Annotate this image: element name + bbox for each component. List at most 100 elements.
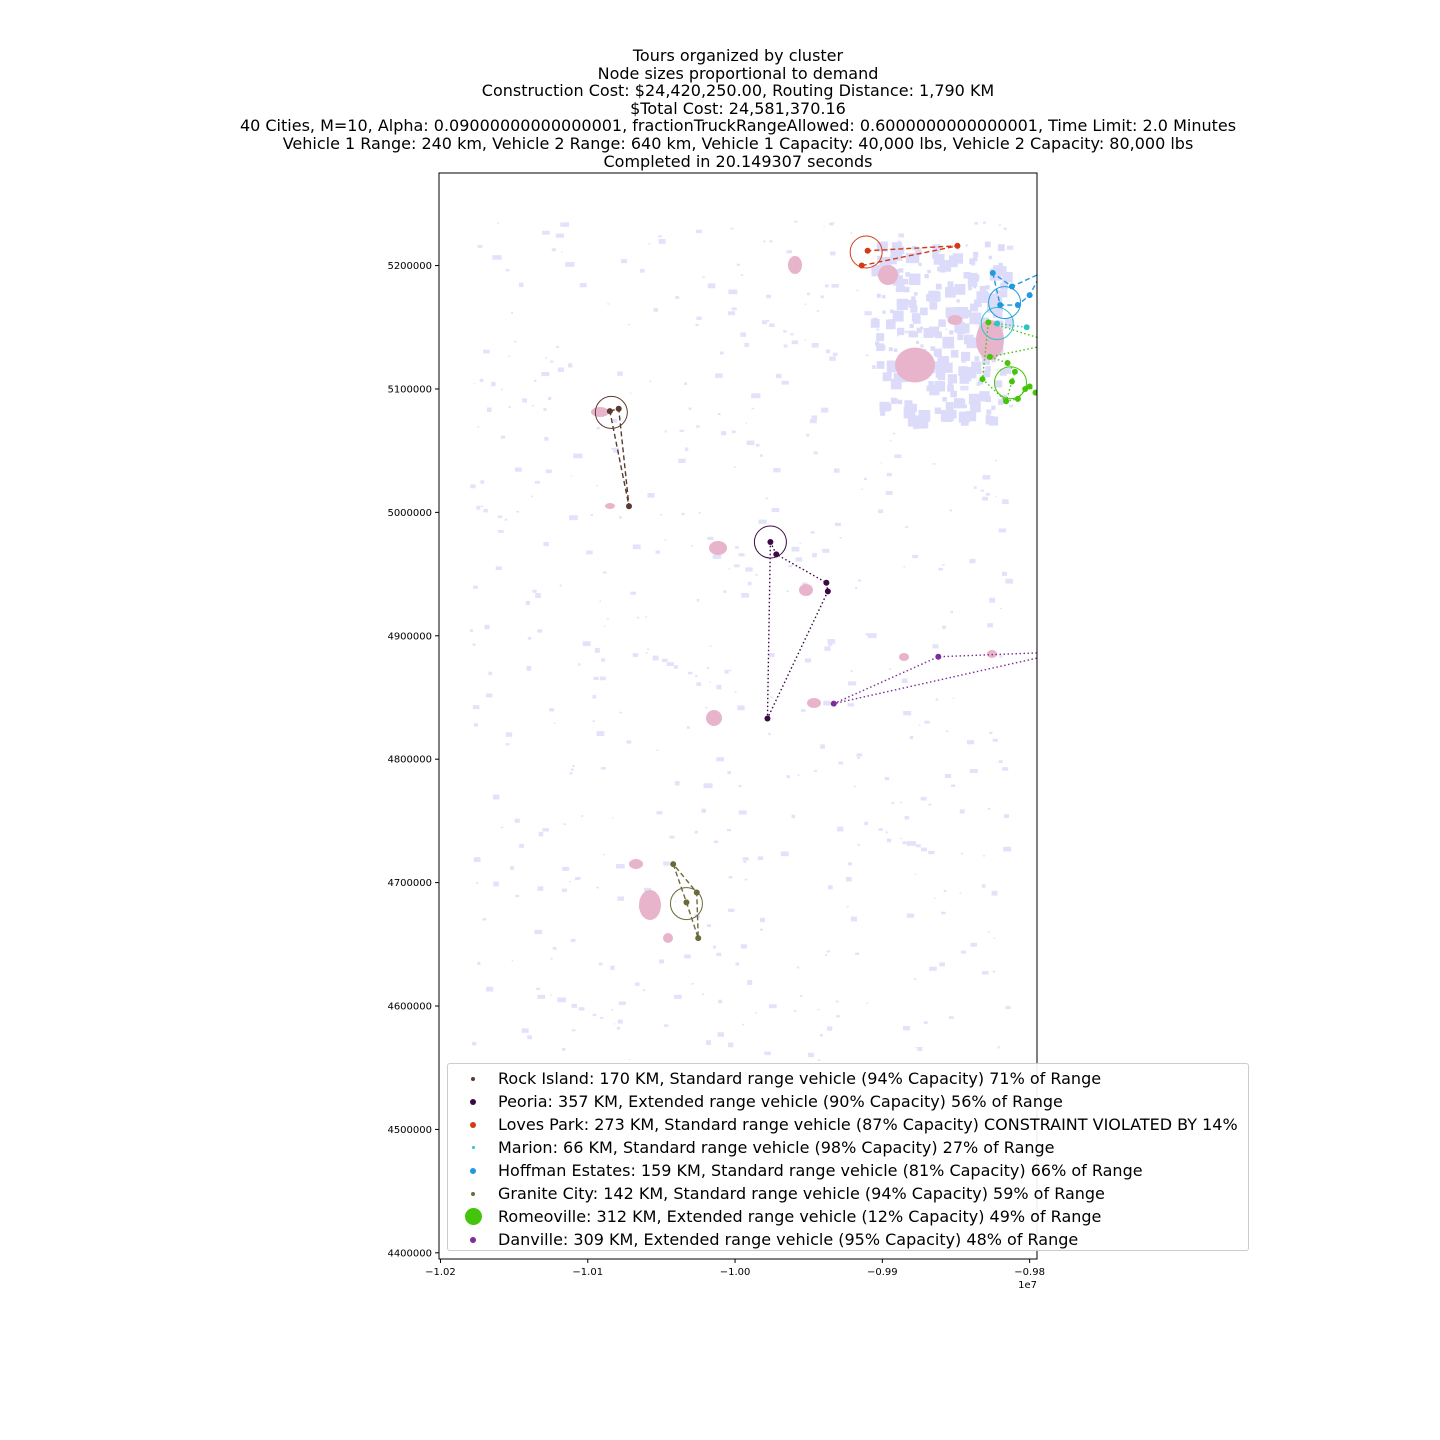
urban-area-patch [616,1026,621,1030]
urban-area-patch [903,286,910,293]
urban-area-patch [820,407,829,413]
urban-area-patch [666,662,675,666]
urban-area-patch [556,345,560,349]
urban-area-patch [945,730,949,733]
urban-area-patch [829,222,834,226]
urban-area-patch [573,453,583,459]
urban-area-patch [738,785,742,788]
urban-area-patch [534,929,543,935]
x-tick-label: −1.02 [425,1267,456,1278]
urban-area-patch [763,240,766,243]
urban-area-patch [479,378,484,382]
urban-area-patch [939,266,946,273]
urban-area-patch [948,410,957,419]
urban-area-patch [846,876,852,882]
urban-area-patch [735,546,740,549]
urban-area-patch [586,550,593,555]
city-core-area [947,315,963,325]
urban-area-patch [993,937,996,939]
urban-area-patch [819,1034,823,1037]
urban-area-patch [472,1041,477,1046]
urban-area-patch [904,330,909,334]
urban-area-patch [960,351,971,362]
urban-area-patch [998,760,1003,764]
urban-area-patch [755,574,759,576]
urban-area-patch [655,550,660,554]
urban-area-patch [972,257,978,262]
urban-area-patch [954,284,966,295]
urban-area-patch [935,331,942,339]
urban-area-patch [970,942,978,947]
urban-area-patch [945,287,956,298]
urban-area-patch [534,480,540,484]
legend: Rock Island: 170 KM, Standard range vehi… [447,1063,1249,1251]
urban-area-patch [511,960,514,962]
urban-area-patch [1000,290,1008,298]
urban-area-patch [943,414,952,423]
urban-area-patch [916,327,922,334]
urban-area-patch [890,258,897,265]
urban-area-patch [915,1047,918,1049]
urban-area-patch [1005,1006,1011,1010]
urban-area-patch [731,307,737,311]
urban-area-patch [813,451,818,455]
urban-area-patch [960,385,969,391]
urban-area-patch [985,285,990,290]
urban-area-patch [505,268,510,272]
urban-area-patch [755,1012,758,1014]
urban-area-patch [505,732,513,737]
urban-area-patch [553,722,556,724]
urban-area-patch [659,514,663,516]
urban-area-patch [921,847,928,852]
urban-area-patch [645,652,648,654]
urban-area-patch [996,369,998,371]
urban-area-patch [674,994,682,999]
urban-area-patch [759,454,763,457]
urban-area-patch [949,509,953,512]
urban-area-patch [594,647,600,653]
legend-entry-romeoville: Romeoville: 312 KM, Extended range vehic… [448,1205,1248,1228]
urban-area-patch [734,691,737,693]
urban-area-patch [723,590,727,593]
y-axis-ticks: 4400000 4500000 4600000 4700000 4800000 49000… [387,261,439,1259]
urban-area-patch [760,917,766,923]
urban-area-patch [581,815,584,818]
node-romeoville [1044,331,1068,355]
urban-area-patch [740,274,744,276]
urban-area-patch [981,884,986,888]
urban-area-patch [695,675,698,678]
urban-area-patch [834,522,841,527]
urban-area-patch [733,564,740,568]
urban-area-patch [560,222,569,227]
urban-area-patch [521,1028,529,1033]
urban-area-patch [934,897,936,899]
urban-area-patch [970,303,979,312]
urban-area-patch [923,327,934,338]
urban-area-patch [516,510,519,513]
urban-area-patch [744,342,750,347]
urban-area-patch [806,292,810,296]
urban-area-patch [747,980,753,985]
legend-marker [464,1208,482,1225]
route-line-peoria [766,541,829,719]
urban-area-patch [707,283,716,289]
urban-area-patch [947,374,958,384]
legend-label: Hoffman Estates: 159 KM, Standard range … [498,1161,1143,1180]
urban-area-patch [806,433,810,437]
urban-area-patch [809,419,817,424]
urban-area-patch [835,1000,839,1003]
urban-area-patch [878,828,883,831]
urban-area-patch [916,844,921,848]
node-peoria [764,715,771,722]
urban-area-patch [810,531,815,534]
urban-area-patch [508,355,511,358]
urban-area-patch [569,880,571,883]
node-romeoville [1004,360,1011,367]
urban-area-patch [904,815,910,820]
urban-area-patch [698,511,701,514]
urban-area-patch [830,251,836,256]
urban-area-patch [974,222,978,225]
urban-area-patch [932,463,936,465]
urban-area-patch [728,908,735,912]
urban-area-patch [969,272,978,282]
